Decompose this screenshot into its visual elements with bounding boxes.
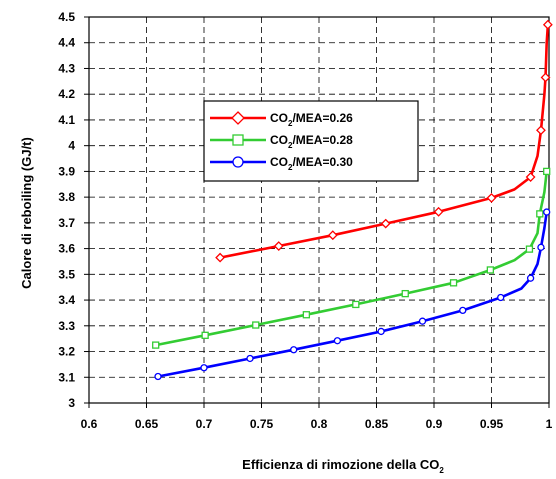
y-tick-label: 4.4 [58, 36, 75, 50]
y-tick-label: 3.5 [58, 267, 75, 281]
y-tick-label: 4.2 [58, 87, 75, 101]
square-marker [352, 300, 360, 309]
square-marker [525, 245, 534, 253]
y-tick-label: 3 [68, 396, 75, 410]
y-tick-label: 3.7 [58, 216, 75, 230]
x-tick-label: 0.85 [365, 417, 389, 431]
y-tick-label: 3.2 [58, 345, 75, 359]
x-tick-label: 0.7 [196, 417, 213, 431]
legend-entry: CO2/MEA=0.28 [210, 133, 353, 150]
diamond-marker [231, 111, 245, 125]
x-tick-label: 0.8 [311, 417, 328, 431]
x-axis-title: Efficienza di rimozione della CO2 [242, 457, 444, 475]
circle-marker [459, 306, 467, 315]
diamond-marker [542, 19, 553, 30]
square-marker [536, 210, 544, 218]
x-tick-label: 0.9 [426, 417, 443, 431]
diamond-marker [486, 192, 497, 203]
diamond-marker [540, 72, 551, 83]
circle-marker [377, 327, 385, 336]
y-tick-label: 4.3 [58, 61, 75, 75]
y-tick-label: 4 [68, 139, 75, 153]
y-axis-title: Calore di reboiling (GJ/t) [19, 137, 34, 289]
y-tick-label: 4.1 [58, 113, 75, 127]
diamond-marker [327, 230, 338, 241]
y-tick-label: 3.6 [58, 242, 75, 256]
square-marker [252, 321, 260, 329]
diamond-marker [536, 125, 546, 136]
y-tick-label: 3.1 [58, 370, 75, 384]
legend-label: CO2/MEA=0.26 [270, 111, 353, 128]
x-tick-label: 0.6 [81, 417, 98, 431]
diamond-marker [380, 218, 391, 229]
circle-marker [154, 372, 162, 381]
x-tick-label: 0.65 [135, 417, 159, 431]
square-marker [232, 134, 244, 146]
x-tick-label: 1 [546, 417, 553, 431]
square-marker [152, 341, 160, 349]
y-tick-label: 3.8 [58, 190, 75, 204]
circle-marker [537, 243, 545, 251]
y-tick-label: 3.3 [58, 319, 75, 333]
circle-marker [333, 337, 342, 345]
square-marker [401, 289, 409, 298]
series-2 [152, 167, 551, 349]
square-marker [543, 167, 551, 176]
circle-marker [543, 208, 551, 216]
circle-marker [232, 156, 244, 168]
square-marker [449, 279, 458, 287]
legend-label: CO2/MEA=0.30 [270, 155, 353, 172]
legend-entry: CO2/MEA=0.26 [210, 111, 353, 128]
circle-marker [418, 317, 427, 325]
legend: CO2/MEA=0.26 CO2/MEA=0.28 CO2/MEA=0.30 [203, 100, 419, 182]
series-1 [215, 19, 553, 263]
diamond-marker [525, 172, 536, 182]
series-3 [154, 208, 551, 381]
y-tick-label: 3.4 [58, 293, 75, 307]
diamond-marker [433, 206, 444, 217]
y-tick-label: 3.9 [58, 164, 75, 178]
diamond-marker [273, 241, 284, 251]
diamond-marker [215, 252, 226, 263]
legend-label: CO2/MEA=0.28 [270, 133, 353, 150]
series-layer [152, 19, 553, 381]
y-tick-label: 4.5 [58, 10, 75, 24]
square-marker [486, 266, 495, 274]
x-tick-label: 0.95 [480, 417, 504, 431]
circle-marker [200, 364, 208, 372]
square-marker [201, 331, 209, 339]
x-tick-label: 0.75 [250, 417, 274, 431]
square-marker [302, 311, 311, 319]
legend-entry: CO2/MEA=0.30 [210, 155, 353, 172]
axis-ticks: 0.6 0.65 0.7 0.75 0.8 0.85 0.9 0.95 1 3 3.1 3.2 3.3 3… [58, 10, 552, 431]
circle-marker [526, 274, 535, 282]
circle-marker [246, 354, 254, 363]
circle-marker [497, 293, 505, 302]
circle-marker [290, 346, 298, 354]
